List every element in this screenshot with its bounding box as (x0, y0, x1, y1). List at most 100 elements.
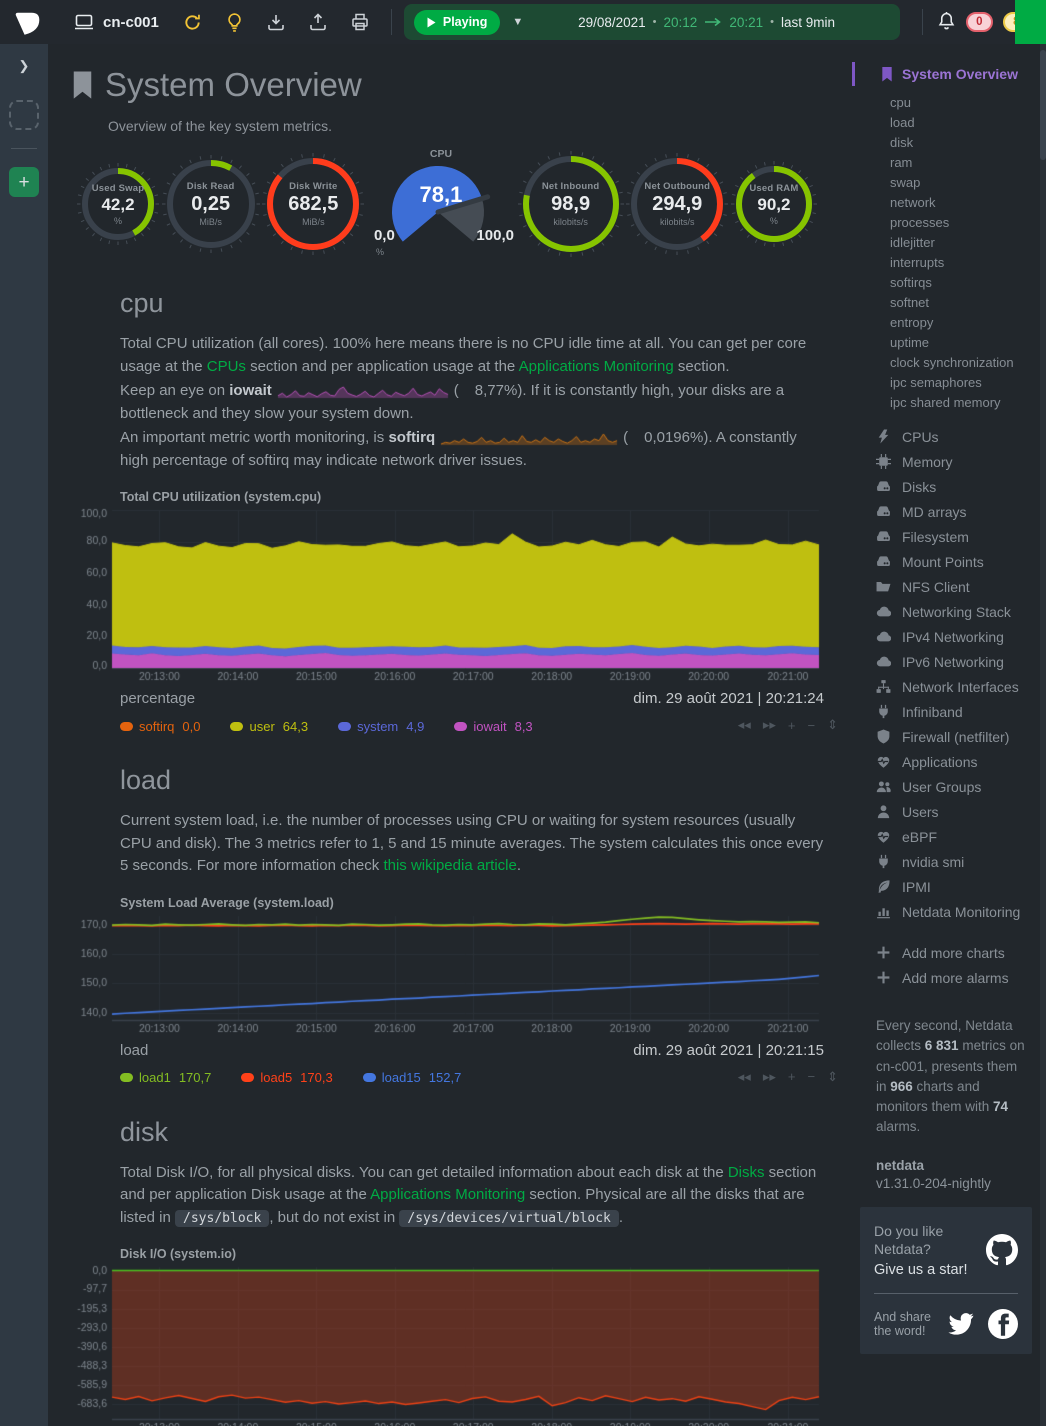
cloud-icon (876, 654, 891, 669)
menu-item-cpu[interactable]: cpu (890, 94, 911, 110)
menu-item-load[interactable]: load (890, 114, 915, 130)
menu-section-infiniband[interactable]: Infiniband (852, 699, 1032, 724)
legend-item-system-cpu-iowait[interactable]: iowait 8,3 (454, 719, 533, 734)
gauge-net-inbound[interactable]: Net Inbound 98,9 kilobits/s (517, 150, 625, 258)
menu-section-nvidia-smi[interactable]: nvidia smi (852, 849, 1032, 874)
legend-swatch (120, 721, 133, 731)
resize-chart-icon[interactable]: ⇕ (827, 717, 838, 732)
zoom-out-icon[interactable]: − (807, 1069, 816, 1084)
legend-item-system-load-load5[interactable]: load5 170,3 (241, 1070, 333, 1085)
refresh-icon[interactable] (183, 13, 202, 32)
legend-item-system-cpu-softirq[interactable]: softirq 0,0 (120, 719, 200, 734)
news-bulb-icon[interactable] (226, 12, 243, 32)
version-label: v1.31.0-204-nightly (876, 1175, 991, 1191)
play-button[interactable]: Playing (413, 9, 501, 35)
legend-item-system-load-load15[interactable]: load15 152,7 (362, 1070, 461, 1085)
legend-item-system-cpu-user[interactable]: user 64,3 (230, 719, 308, 734)
menu-item-clock-synchronization[interactable]: clock synchronization (890, 354, 1014, 370)
disks-link[interactable]: Disks (727, 1163, 765, 1181)
menu-item-ipc-shared-memory[interactable]: ipc shared memory (890, 394, 1001, 410)
menu-section-ebpf[interactable]: eBPF (852, 824, 1032, 849)
legend-swatch (120, 1073, 133, 1082)
menu-section-memory[interactable]: Memory (852, 449, 1032, 474)
menu-item-ram[interactable]: ram (890, 154, 913, 170)
menu-item-ipc-semaphores[interactable]: ipc semaphores (890, 374, 982, 390)
menu-section-networking-stack[interactable]: Networking Stack (852, 599, 1032, 624)
space-placeholder[interactable] (9, 100, 39, 130)
zoom-out-icon[interactable]: − (807, 717, 816, 733)
menu-section-mount-points[interactable]: Mount Points (852, 549, 1032, 574)
chart-canvas-system-load[interactable] (72, 911, 824, 1036)
expand-sidebar-icon[interactable]: ❯ (18, 58, 30, 73)
pan-backward-icon[interactable]: ◂◂ (737, 717, 751, 732)
netdata-logo[interactable] (12, 7, 42, 37)
chart-canvas-system-io[interactable] (72, 1263, 824, 1426)
legend-item-system-cpu-system[interactable]: system 4,9 (338, 719, 424, 734)
menu-section-network-interfaces[interactable]: Network Interfaces (852, 674, 1032, 699)
facebook-icon[interactable] (988, 1309, 1018, 1340)
menu-section-ipv6-networking[interactable]: IPv6 Networking (852, 649, 1032, 674)
applications-monitoring-link[interactable]: Applications Monitoring (370, 1186, 526, 1203)
menu-section-nfs-client[interactable]: NFS Client (852, 574, 1032, 599)
menu-item-softirqs[interactable]: softirqs (890, 274, 932, 290)
chart-canvas-system-cpu[interactable] (72, 506, 824, 684)
sys-devices-code: /sys/devices/virtual/block (399, 1209, 619, 1227)
applications-monitoring-link[interactable]: Applications Monitoring (518, 357, 674, 375)
menu-section-firewall-netfilter[interactable]: Firewall (netfilter) (852, 724, 1032, 749)
menu-item-interrupts[interactable]: interrupts (890, 254, 945, 270)
time-to: 20:21 (729, 14, 764, 30)
menu-item-idlejitter[interactable]: idlejitter (890, 234, 935, 250)
date-range-picker[interactable]: 29/08/2021 • 20:12 20:21 • last 9min (578, 14, 836, 30)
pan-forward-icon[interactable]: ▸▸ (762, 717, 776, 732)
gauge-used-ram[interactable]: Used RAM 90,2% (730, 160, 818, 248)
menu-section-disks[interactable]: Disks (852, 474, 1032, 499)
menu-section-ipmi[interactable]: IPMI (852, 874, 1032, 899)
gauge-used-swap[interactable]: Used Swap 42,2% (76, 162, 160, 246)
menu-section-netdata-monitoring[interactable]: Netdata Monitoring (852, 899, 1032, 924)
menu-item-system-overview[interactable]: System Overview (852, 62, 1032, 86)
menu-section-users[interactable]: Users (852, 799, 1032, 824)
menu-section-ipv4-networking[interactable]: IPv4 Networking (852, 624, 1032, 649)
menu-section-applications[interactable]: Applications (852, 749, 1032, 774)
critical-alerts-badge[interactable]: 0 (965, 12, 993, 32)
sign-in-button[interactable] (1015, 0, 1046, 44)
plug-icon (876, 704, 891, 719)
action-add-more-charts[interactable]: Add more charts (852, 940, 1032, 965)
zoom-in-icon[interactable]: + (787, 1069, 796, 1084)
gauge-net-outbound[interactable]: Net Outbound 294,9 kilobits/s (625, 152, 729, 256)
pan-forward-icon[interactable]: ▸▸ (762, 1068, 776, 1084)
zoom-in-icon[interactable]: + (787, 717, 796, 733)
gauge-disk-write[interactable]: Disk Write 682,5 MiB/s (261, 152, 365, 256)
export-icon[interactable] (309, 13, 327, 31)
menu-item-processes[interactable]: processes (890, 214, 950, 230)
gauge-cpu[interactable]: CPU 78,1 0,0 100,0% (373, 148, 514, 257)
menu-item-disk[interactable]: disk (890, 134, 914, 150)
action-add-more-alarms[interactable]: Add more alarms (852, 965, 1032, 990)
menu-section-cpus[interactable]: CPUs (852, 424, 1032, 449)
wikipedia-link[interactable]: this wikipedia article (383, 857, 517, 874)
add-space-button[interactable]: + (9, 167, 39, 197)
twitter-icon[interactable] (948, 1313, 974, 1335)
cpus-link[interactable]: CPUs (206, 357, 246, 375)
menu-item-swap[interactable]: swap (890, 174, 921, 190)
menu-item-entropy[interactable]: entropy (890, 314, 934, 330)
import-icon[interactable] (267, 13, 285, 31)
node-selector[interactable]: cn-c001 (74, 14, 159, 31)
load-description: Current system load, i.e. the number of … (120, 812, 824, 874)
print-icon[interactable] (351, 13, 369, 31)
chevron-down-icon[interactable]: ▼ (512, 16, 524, 28)
alerts-bell-icon[interactable] (937, 11, 956, 34)
menu-item-uptime[interactable]: uptime (890, 334, 930, 350)
node-icon (75, 14, 93, 30)
menu-item-network[interactable]: network (890, 194, 936, 210)
menu-item-softnet[interactable]: softnet (890, 294, 930, 310)
github-icon[interactable] (986, 1233, 1018, 1266)
menu-section-md-arrays[interactable]: MD arrays (852, 499, 1032, 524)
resize-chart-icon[interactable]: ⇕ (827, 1068, 838, 1084)
gauge-disk-read[interactable]: Disk Read 0,25 MiB/s (161, 154, 261, 254)
sidebar-scrollbar[interactable] (1040, 44, 1046, 1426)
menu-section-filesystem[interactable]: Filesystem (852, 524, 1032, 549)
legend-item-system-load-load1[interactable]: load1 170,7 (120, 1070, 211, 1085)
pan-backward-icon[interactable]: ◂◂ (737, 1068, 751, 1084)
menu-section-user-groups[interactable]: User Groups (852, 774, 1032, 799)
